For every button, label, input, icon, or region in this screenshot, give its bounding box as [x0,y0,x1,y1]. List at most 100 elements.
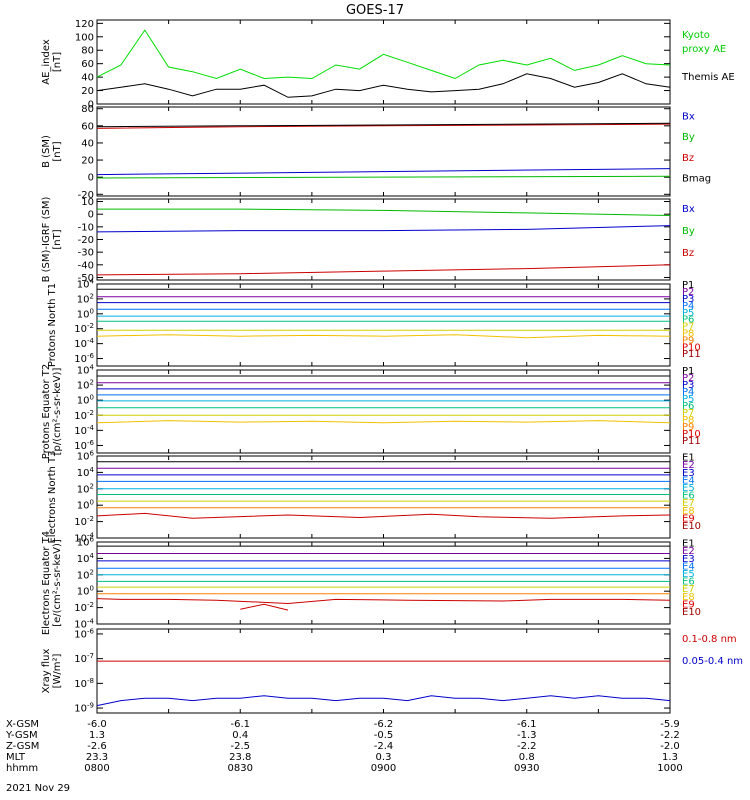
y-tick-label: 106 [77,536,95,549]
series-0-05-0-4-nm [96,695,671,707]
axis-row-label: Z-GSM [6,741,39,752]
legend-item: P10 [682,342,701,353]
legend-item: E4 [682,475,695,486]
legend-item: By [682,226,695,237]
legend-item: Bz [682,248,694,259]
y-tick-label: 20 [81,86,94,97]
axis-value: -2.5 [230,741,250,752]
legend-item: Bx [682,111,695,122]
panel-frame [96,541,671,625]
legend-item: P5 [682,394,694,405]
axis-value: -6.2 [374,719,394,730]
legend-item: P3 [682,294,694,305]
legend-item: E2 [682,546,695,557]
y-tick-label: 106 [77,450,95,463]
axis-value: -6.1 [517,719,537,730]
y-tick-label: 40 [81,138,94,149]
legend-item: Kyoto [682,30,710,41]
panel-xray: 10-6 10-7 10-8 10-9 Xray flux[W/m²] 0.1-0.8 n… [41,627,743,714]
axis-row-label: Y-GSM [5,730,38,741]
y-tick-label: 104 [77,364,95,377]
y-tick-label: 100 [77,585,94,598]
legend-item: E8 [682,592,695,603]
axis-value: 23.3 [86,752,108,763]
legend-item: E2 [682,460,695,471]
axis-value: -2.6 [87,741,107,752]
y-tick-label: 100 [77,307,94,320]
panel-ae: 0 20 40 60 80 100 120 AE_index[nT] Kyoto proxy AE… [41,19,735,111]
axis-value: -2.4 [374,741,394,752]
legend-item: P4 [682,301,694,312]
legend-item: E9 [682,513,695,524]
series-e9 [96,598,671,605]
y-axis-label: Electrons Equator T4[e/(cm²-s-sr-keV)] [41,531,63,635]
legend-item: P1 [682,280,694,291]
legend-item: E6 [682,491,695,502]
panel-frame [96,198,671,281]
panel-frame [96,106,671,197]
y-tick-label: 10-2 [74,322,94,335]
axis-value: 0.3 [376,752,392,763]
y-axis-label: AE_index[nT] [41,39,63,85]
legend-item: E5 [682,569,695,580]
legend-item: E10 [682,607,701,618]
y-tick-label: 10-4 [74,337,94,350]
series-by [96,175,671,179]
legend-item: Bx [682,204,695,215]
axis-row-label: MLT [6,752,26,763]
legend-item: E3 [682,554,695,565]
legend-item: P3 [682,380,694,391]
y-axis-label: Protons North T1 [47,283,58,367]
legend-item: E6 [682,577,695,588]
axis-value: -6.0 [87,719,107,730]
y-tick-label: 0 [88,100,94,111]
legend-item: E3 [682,468,695,479]
legend-item: 0.1-0.8 nm [682,634,737,645]
axis-value: -5.9 [660,719,680,730]
axis-value: -2.0 [660,741,680,752]
axis-value: 0900 [371,763,396,774]
y-tick-label: 0 [88,173,94,184]
y-tick-label: 10-2 [74,601,94,614]
legend-item: P6 [682,315,694,326]
legend-item: P8 [682,329,694,340]
legend-item: E4 [682,561,695,572]
series-bz [96,123,671,129]
y-tick-label: 10 [81,197,94,208]
legend-item: 0.05-0.4 nm [682,656,743,667]
y-tick-label: 100 [77,499,94,512]
y-axis-label: Protons Equator T2[p/(cm²-s-sr-keV)] [41,364,63,460]
series-p8 [96,420,671,424]
y-tick-label: 0 [88,210,94,221]
legend-item: E5 [682,483,695,494]
legend-item: P4 [682,387,694,398]
y-tick-label: 10-4 [74,424,94,437]
y-tick-label: 100 [75,32,94,43]
legend-item: P10 [682,429,701,440]
legend-item: P6 [682,401,694,412]
axis-value: 0830 [228,763,253,774]
y-tick-label: 104 [77,552,95,565]
legend-item: Bz [682,153,694,164]
axis-value: 0800 [84,763,109,774]
axis-row-label: hhmm [6,763,38,774]
y-tick-label: 102 [77,568,94,581]
panel-bigrf: -50 -40-30 -20 -100 10 B (SM)-IGRF (SM)[nT] Bx… [41,197,695,284]
y-tick-label: 80 [81,104,94,115]
y-tick-label: -10 [78,222,94,233]
y-tick-label: 80 [81,46,94,57]
axis-value: 1.3 [662,752,678,763]
legend-item: P8 [682,415,694,426]
series-bmag [96,122,671,128]
y-tick-label: 10-9 [74,702,94,715]
legend-item: P7 [682,322,694,333]
y-tick-label: 102 [77,292,94,305]
legend-item: P7 [682,408,694,419]
legend-item: P5 [682,308,694,319]
panel-frame [96,628,671,714]
panel-frame [96,19,671,105]
y-tick-label: 120 [75,19,94,30]
